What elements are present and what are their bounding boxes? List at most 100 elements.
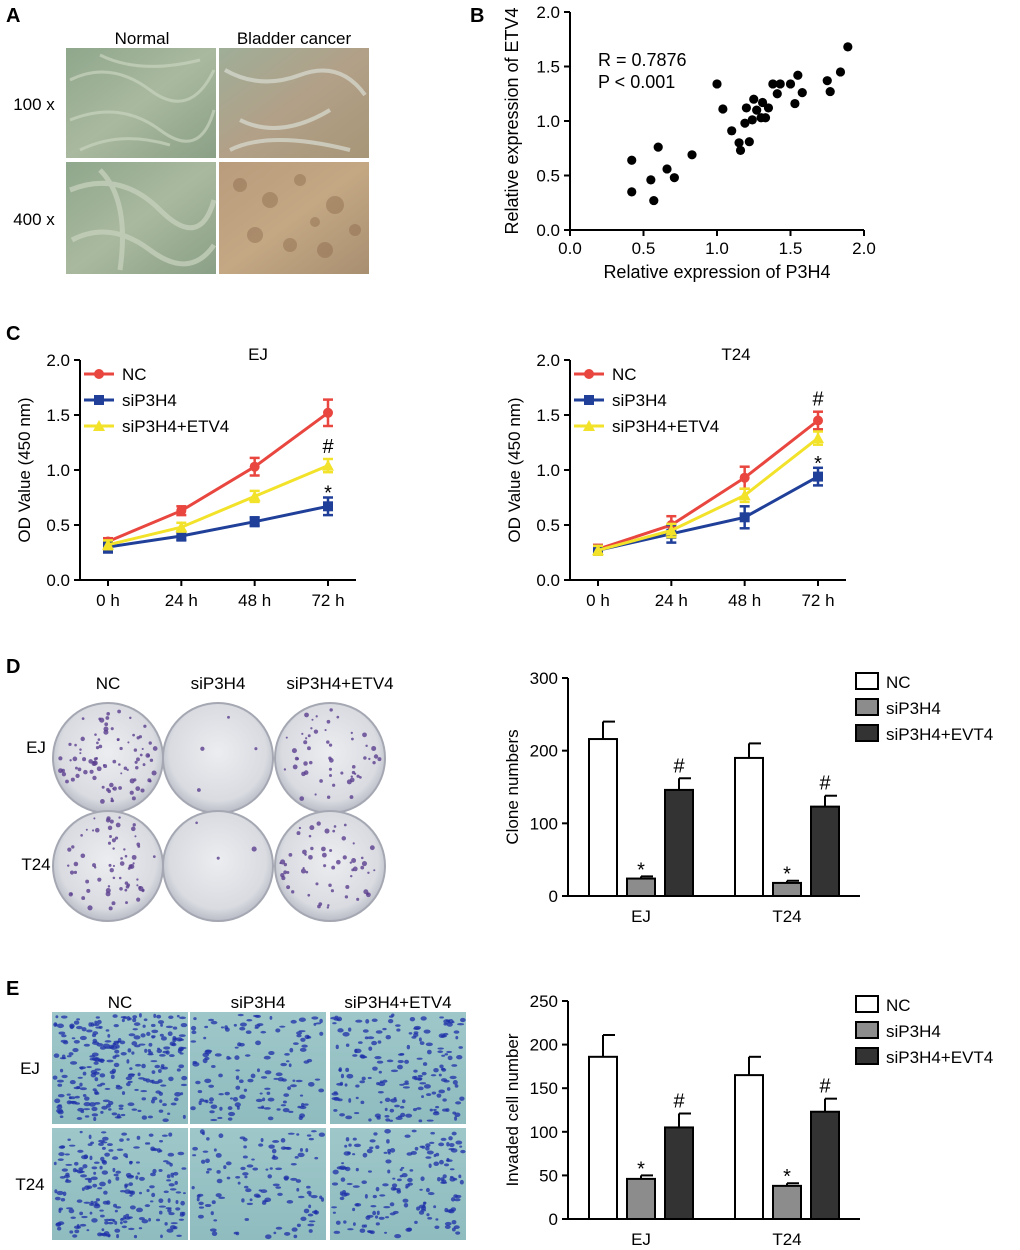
scatter-point: [749, 94, 759, 104]
cell-dot: [372, 1194, 377, 1199]
y-tick-label: 100: [530, 814, 558, 833]
panel-b-scatter: 0.0 0.5 1.0 1.5 2.0 0.0 0.5 1.0 1.5 2.0 Relative e…: [502, 3, 876, 282]
cell-dot: [419, 1188, 423, 1191]
cell-dot: [299, 1094, 304, 1097]
cell-dot: [94, 1101, 101, 1105]
colony-dot: [58, 768, 63, 774]
cell-dot: [422, 1062, 428, 1066]
cell-dot: [283, 1146, 291, 1150]
cell-dot: [242, 1172, 249, 1176]
cell-dot: [61, 1034, 67, 1038]
legend-swatch: [855, 995, 879, 1013]
cell-dot: [167, 1112, 171, 1115]
cell-dot: [181, 1167, 187, 1170]
cell-dot: [361, 1076, 366, 1081]
colony-dot: [367, 871, 370, 875]
cell-dot: [204, 1056, 210, 1061]
cell-dot: [243, 1088, 248, 1092]
cell-dot: [307, 1213, 314, 1217]
cell-dot: [267, 1097, 275, 1102]
cell-dot: [408, 1032, 413, 1035]
series-line-siP3H4+ETV4: [107, 464, 329, 547]
colony-dot: [136, 842, 141, 847]
colony-dot: [74, 743, 77, 747]
cell-dot: [332, 1022, 337, 1025]
colony-dot: [328, 743, 333, 747]
colony-dot: [109, 835, 112, 838]
cell-dot: [435, 1218, 439, 1221]
cell-dot: [406, 1152, 413, 1156]
colony-dot: [108, 906, 113, 911]
colony-dot: [73, 870, 78, 874]
colony-dot: [300, 868, 306, 874]
x-tick-label: 48 h: [728, 591, 761, 610]
cell-dot: [318, 1132, 326, 1137]
colony-dot: [105, 891, 111, 897]
colony-dot: [81, 717, 85, 720]
cell-dot: [170, 1222, 178, 1225]
cell-dot: [234, 1055, 240, 1060]
legend-marker: [584, 395, 594, 405]
cell-dot: [352, 1185, 360, 1188]
cell-dot: [158, 1210, 163, 1215]
y-tick-label: 1.0: [536, 461, 560, 480]
cell-dot: [389, 1148, 396, 1153]
cell-dot: [198, 1201, 204, 1206]
colony-dot: [136, 897, 141, 902]
cell-dot: [61, 1054, 66, 1060]
colony-dot: [86, 888, 91, 893]
cell-dot: [216, 1170, 221, 1174]
cell-dot: [373, 1132, 378, 1136]
colony-dot: [112, 847, 115, 850]
cell-dot: [267, 1116, 274, 1121]
cell-dot: [296, 1031, 303, 1035]
cell-dot: [73, 1225, 82, 1230]
significance-mark: #: [819, 773, 831, 795]
data-point-siP3H4+ETV4: [812, 432, 824, 444]
cell-dot: [456, 1054, 463, 1060]
cell-dot: [353, 1143, 362, 1148]
cell-dot: [66, 1055, 72, 1058]
cell-dot: [399, 1053, 405, 1056]
cell-dot: [137, 1072, 141, 1077]
cell-dot: [205, 1158, 210, 1164]
cell-dot: [406, 1044, 411, 1050]
cell-dot: [353, 1111, 360, 1115]
colony-dot: [304, 853, 307, 856]
cell-dot: [275, 1028, 281, 1033]
cell-dot: [246, 1202, 254, 1206]
cell-dot: [441, 1179, 447, 1184]
colony-dot: [94, 827, 100, 833]
cell-dot: [388, 1015, 394, 1018]
cell-dot: [259, 1092, 263, 1095]
cell-dot: [280, 1062, 288, 1067]
cell-dot: [74, 1095, 80, 1099]
colony-dot: [109, 782, 114, 788]
colony-dot: [309, 825, 315, 831]
colony-dot: [216, 856, 220, 860]
panel-label-b: B: [470, 5, 484, 27]
bar-NC-T24: [734, 1074, 764, 1220]
cell-dot: [427, 1192, 435, 1196]
significance-mark: *: [783, 1166, 791, 1188]
cell-dot: [367, 1076, 372, 1080]
cell-dot: [94, 1068, 101, 1071]
cell-dot: [439, 1016, 444, 1019]
colony-dot: [80, 834, 83, 837]
colony-dot: [118, 816, 121, 819]
cell-dot: [115, 1176, 120, 1181]
cell-dot: [94, 1090, 99, 1095]
bar-siP3H4+EVT4-EJ: [664, 788, 694, 898]
cell-dot: [76, 1199, 83, 1203]
cell-dot: [399, 1105, 405, 1109]
cell-dot: [118, 1107, 124, 1110]
cell-dot: [95, 1016, 100, 1019]
cell-dot: [387, 1169, 391, 1174]
cell-dot: [122, 1220, 128, 1224]
data-point-siP3H4+ETV4: [738, 489, 751, 501]
colony-dot: [307, 893, 311, 897]
cell-dot: [205, 1170, 210, 1174]
colony-dot: [142, 763, 146, 767]
cell-dot: [77, 1076, 84, 1079]
cell-dot: [168, 1183, 175, 1187]
